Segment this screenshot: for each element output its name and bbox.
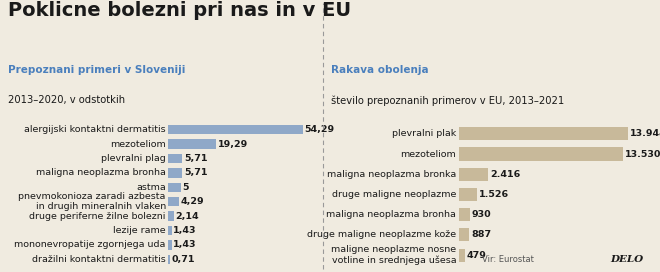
Text: maligna neoplazma bronka: maligna neoplazma bronka — [327, 170, 456, 179]
Text: 1,43: 1,43 — [174, 240, 197, 249]
Bar — [459, 249, 465, 262]
Text: 2,14: 2,14 — [175, 212, 199, 221]
Bar — [168, 226, 172, 235]
Text: 5: 5 — [182, 183, 189, 192]
Text: 4,29: 4,29 — [180, 197, 204, 206]
Bar — [168, 154, 182, 163]
Text: število prepoznanih primerov v EU, 2013–2021: število prepoznanih primerov v EU, 2013–… — [331, 95, 564, 106]
Text: 0,71: 0,71 — [172, 255, 195, 264]
Bar — [168, 140, 216, 149]
Text: alergijski kontaktni dermatitis: alergijski kontaktni dermatitis — [24, 125, 166, 134]
Bar — [459, 147, 623, 161]
Text: 13.530: 13.530 — [625, 150, 660, 159]
Text: 5,71: 5,71 — [184, 154, 207, 163]
Text: 2.416: 2.416 — [490, 170, 520, 179]
Text: lezije rame: lezije rame — [114, 226, 166, 235]
Text: DELO: DELO — [610, 255, 644, 264]
Text: 479: 479 — [467, 251, 486, 260]
Bar — [459, 208, 470, 221]
Text: 930: 930 — [472, 210, 492, 219]
Text: maligna neoplazma bronha: maligna neoplazma bronha — [36, 168, 166, 177]
Text: Vir: Eurostat: Vir: Eurostat — [482, 255, 534, 264]
Text: plevralni plak: plevralni plak — [392, 129, 456, 138]
Text: astma: astma — [136, 183, 166, 192]
Text: maligna neoplazma bronha: maligna neoplazma bronha — [327, 210, 456, 219]
Text: plevralni plag: plevralni plag — [101, 154, 166, 163]
Text: 19,29: 19,29 — [218, 140, 248, 149]
Bar — [168, 125, 303, 134]
Text: 13.944: 13.944 — [630, 129, 660, 138]
Text: 887: 887 — [471, 230, 492, 239]
Text: mezoteliom: mezoteliom — [401, 150, 456, 159]
Text: mononevropatije zgornjega uda: mononevropatije zgornjega uda — [15, 240, 166, 249]
Bar — [168, 240, 172, 249]
Bar — [168, 255, 170, 264]
Bar — [459, 188, 477, 201]
Text: maligne neoplazme nosne
votline in srednjega ušesa: maligne neoplazme nosne votline in sredn… — [331, 245, 456, 265]
Text: 1,43: 1,43 — [174, 226, 197, 235]
Text: druge maligne neoplazme: druge maligne neoplazme — [332, 190, 456, 199]
Bar — [168, 211, 174, 221]
Text: mezoteliom: mezoteliom — [110, 140, 166, 149]
Bar — [459, 127, 628, 140]
Text: druge periferne žilne bolezni: druge periferne žilne bolezni — [30, 212, 166, 221]
Text: 54,29: 54,29 — [304, 125, 335, 134]
Text: Prepoznani primeri v Sloveniji: Prepoznani primeri v Sloveniji — [8, 65, 185, 75]
Text: Poklicne bolezni pri nas in v EU: Poklicne bolezni pri nas in v EU — [8, 1, 351, 20]
Text: Rakava obolenja: Rakava obolenja — [331, 65, 429, 75]
Bar — [168, 197, 179, 206]
Bar — [459, 228, 469, 242]
Text: 1.526: 1.526 — [479, 190, 509, 199]
Bar — [459, 168, 488, 181]
Text: pnevmokonioza zaradi azbesta
in drugih mineralnih vlaken: pnevmokonioza zaradi azbesta in drugih m… — [18, 192, 166, 211]
Text: dražilni kontaktni dermatitis: dražilni kontaktni dermatitis — [32, 255, 166, 264]
Bar — [168, 183, 181, 192]
Text: druge maligne neoplazme kože: druge maligne neoplazme kože — [307, 230, 456, 239]
Text: 5,71: 5,71 — [184, 168, 207, 177]
Bar — [168, 168, 182, 178]
Text: 2013–2020, v odstotkih: 2013–2020, v odstotkih — [8, 95, 125, 105]
